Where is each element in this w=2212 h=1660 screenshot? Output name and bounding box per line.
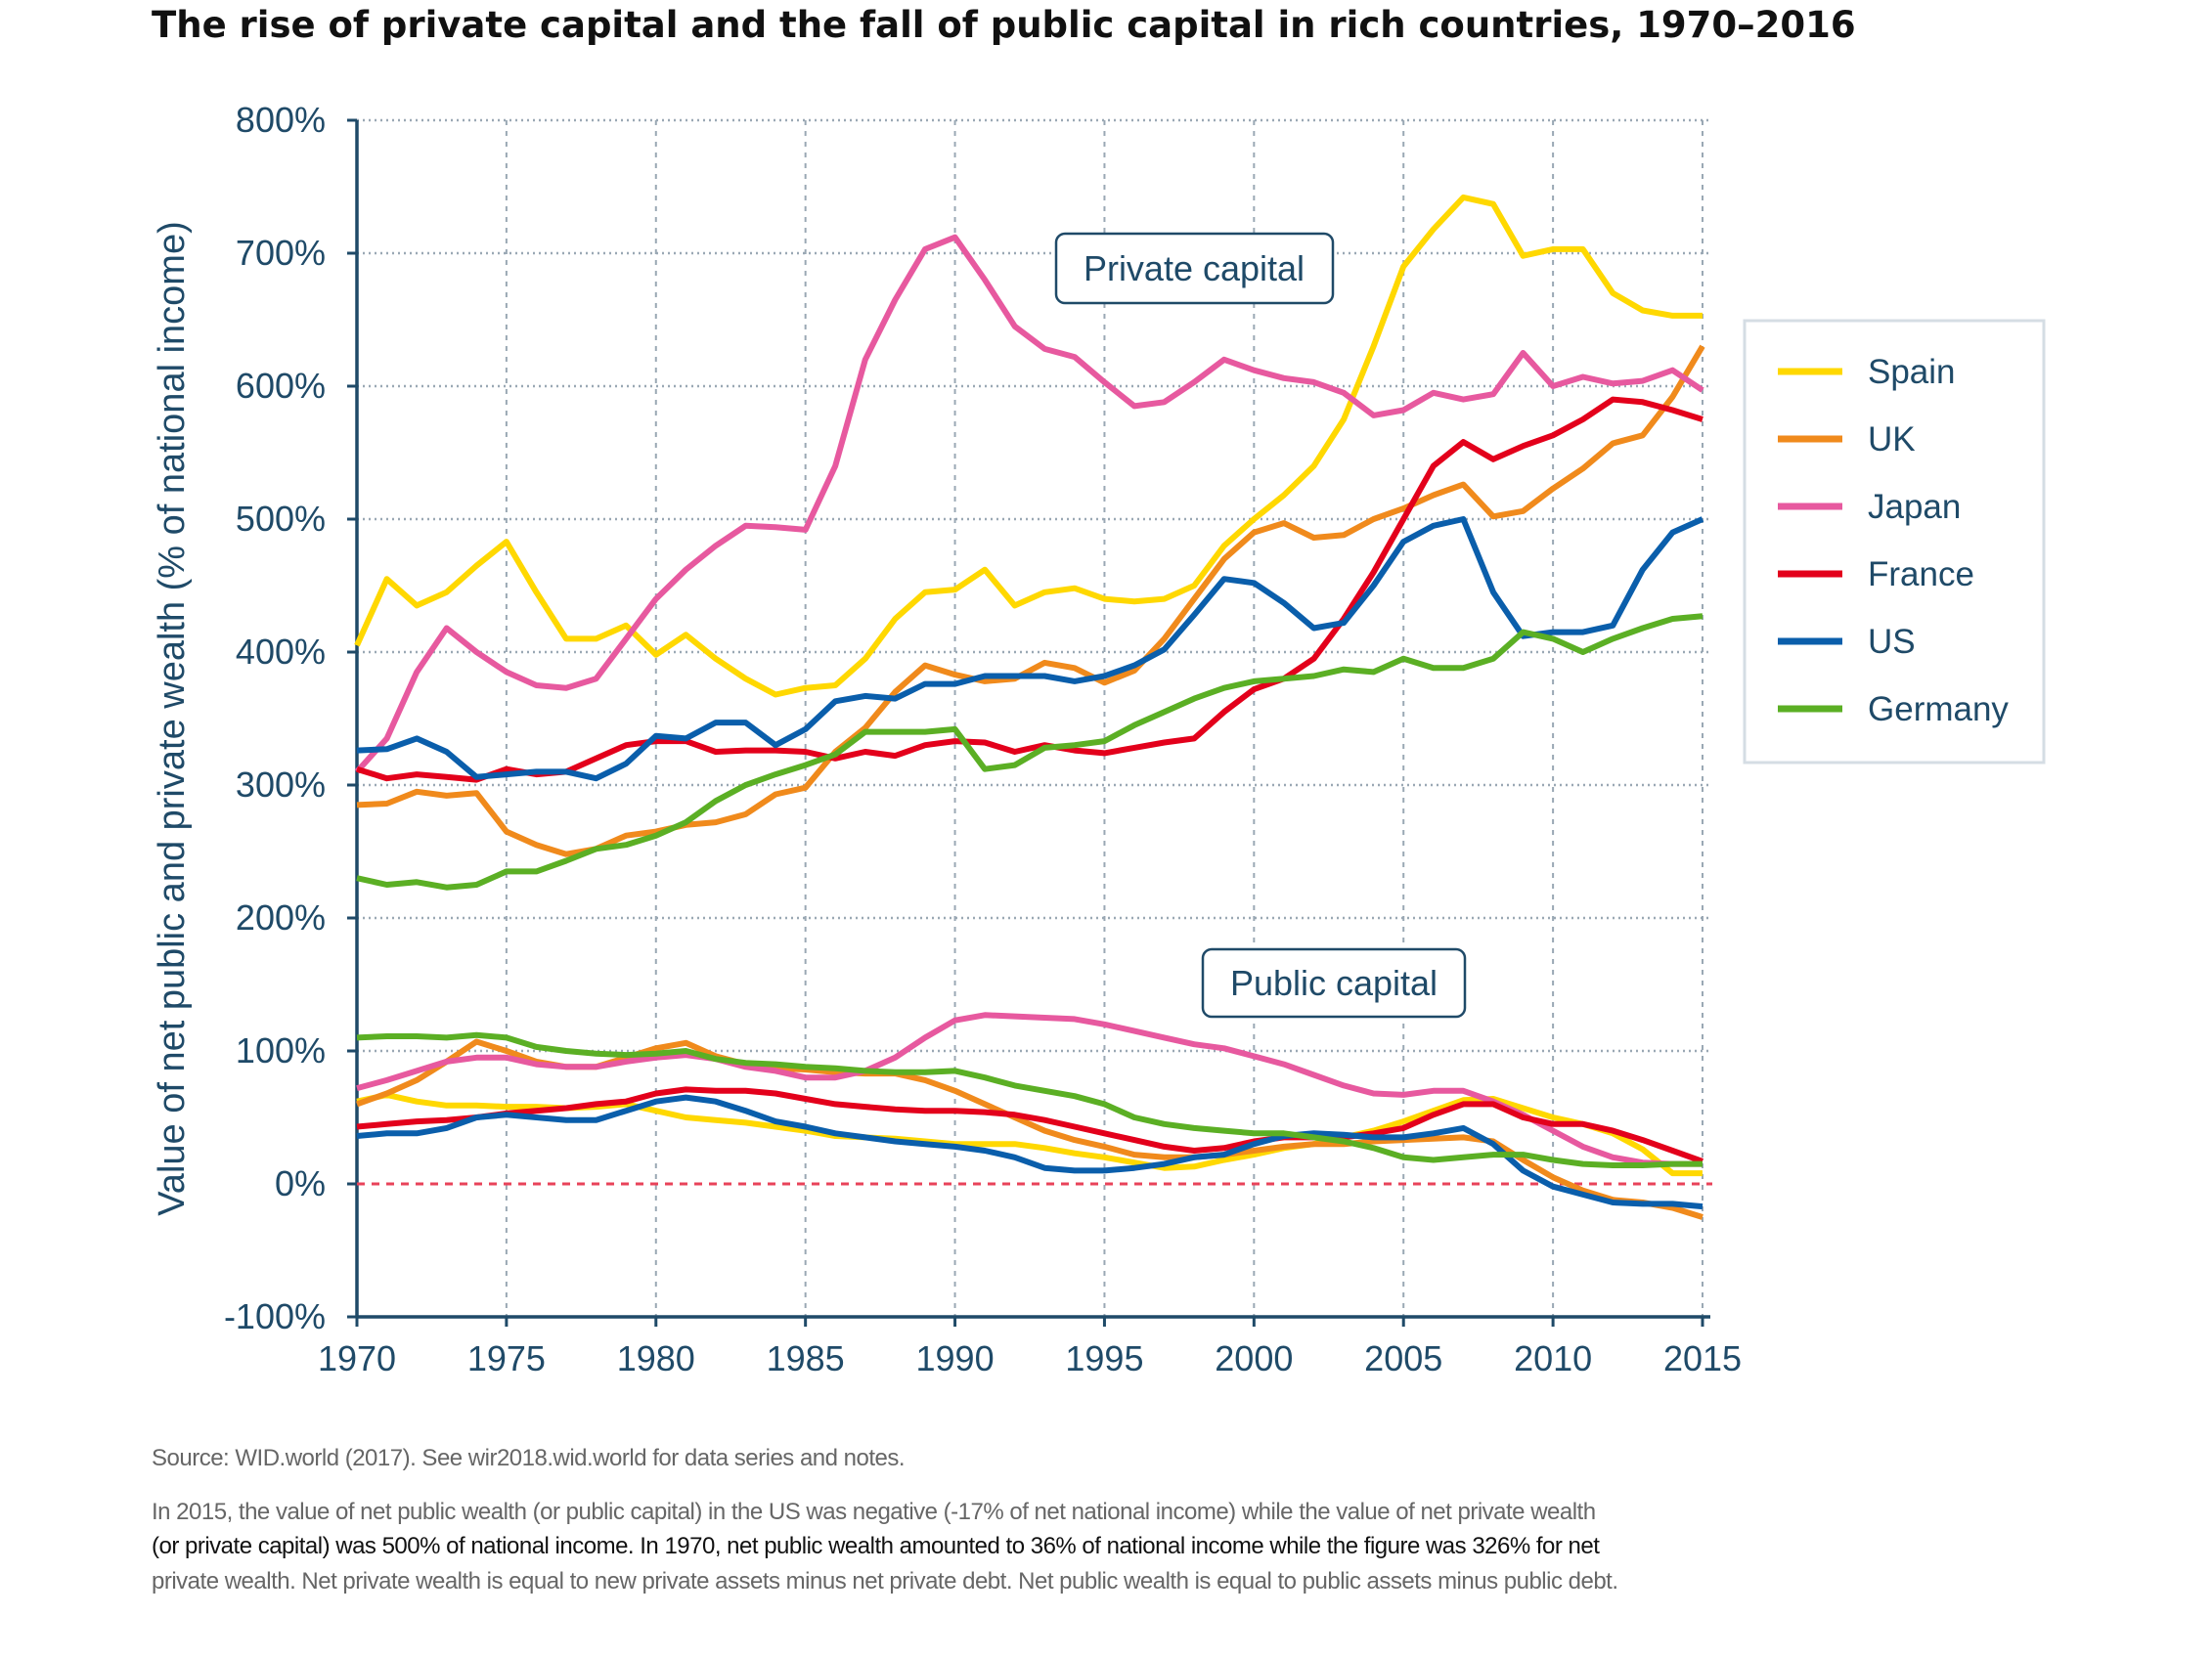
y-tick-label: 400% bbox=[236, 632, 326, 672]
legend-label-germany: Germany bbox=[1868, 690, 2009, 728]
series-line-japan-private bbox=[354, 234, 1704, 774]
public-capital-annotation: Public capital bbox=[1201, 947, 1467, 1019]
legend: Spain UK Japan France US Germany bbox=[1743, 319, 2046, 764]
y-tick-label: 600% bbox=[236, 366, 326, 406]
x-tick-label: 1970 bbox=[318, 1338, 396, 1378]
y-tick-label: 200% bbox=[236, 897, 326, 938]
source-note: Source: WID.world (2017). See wir2018.wi… bbox=[152, 1445, 906, 1471]
series-lines bbox=[354, 194, 1705, 1220]
chart-title: The rise of private capital and the fall… bbox=[152, 4, 1856, 46]
y-tick-label: -100% bbox=[224, 1296, 326, 1336]
legend-label-uk: UK bbox=[1868, 420, 1916, 459]
series-line-germany-public bbox=[356, 1031, 1703, 1168]
series-line-us-private bbox=[356, 516, 1704, 782]
y-tick-label: 100% bbox=[236, 1030, 326, 1070]
x-tick-label: 2005 bbox=[1364, 1338, 1442, 1378]
note-line-1: In 2015, the value of net public wealth … bbox=[152, 1499, 1596, 1525]
series-line-france-private bbox=[356, 396, 1703, 783]
x-tick-label: 2010 bbox=[1514, 1338, 1592, 1378]
y-tick-label: 800% bbox=[236, 100, 326, 140]
x-tick-label: 2000 bbox=[1215, 1338, 1293, 1378]
series-line-germany-private bbox=[356, 613, 1703, 891]
y-axis-label: Value of net public and private wealth (… bbox=[152, 221, 193, 1215]
y-tick-label: 500% bbox=[236, 499, 326, 539]
private-capital-label: Private capital bbox=[1084, 248, 1305, 288]
note-line-3: private wealth. Net private wealth is eq… bbox=[152, 1568, 1618, 1594]
grid bbox=[357, 118, 1712, 1319]
private-capital-annotation: Private capital bbox=[1054, 232, 1335, 305]
series-line-uk-private bbox=[356, 344, 1705, 857]
x-tick-label: 1975 bbox=[467, 1338, 546, 1378]
series-line-france-public bbox=[356, 1086, 1704, 1164]
y-tick-label: 700% bbox=[236, 233, 326, 273]
x-tick-label: 1990 bbox=[916, 1338, 995, 1378]
public-capital-label: Public capital bbox=[1230, 963, 1438, 1003]
x-tick-label: 1985 bbox=[767, 1338, 845, 1378]
axes: -100% 0% 100% 200% 300% 400% 500% 600% 700% 800% 1… bbox=[224, 100, 1742, 1378]
x-tick-label: 1995 bbox=[1065, 1338, 1143, 1378]
series-line-japan-public bbox=[356, 1012, 1703, 1167]
series-line-us-public bbox=[356, 1094, 1703, 1210]
chart-svg: -100% 0% 100% 200% 300% 400% 500% 600% 700% 800% 1… bbox=[152, 100, 2046, 1378]
x-tick-label: 2015 bbox=[1663, 1338, 1742, 1378]
x-tick-label: 1980 bbox=[617, 1338, 695, 1378]
legend-label-japan: Japan bbox=[1868, 488, 1961, 526]
legend-label-france: France bbox=[1868, 555, 1974, 593]
y-tick-label: 0% bbox=[275, 1163, 326, 1203]
legend-label-spain: Spain bbox=[1868, 353, 1956, 391]
note-line-2: (or private capital) was 500% of nationa… bbox=[152, 1533, 1600, 1559]
y-tick-label: 300% bbox=[236, 764, 326, 805]
series-line-spain-private bbox=[354, 194, 1703, 698]
legend-label-us: US bbox=[1868, 623, 1916, 661]
